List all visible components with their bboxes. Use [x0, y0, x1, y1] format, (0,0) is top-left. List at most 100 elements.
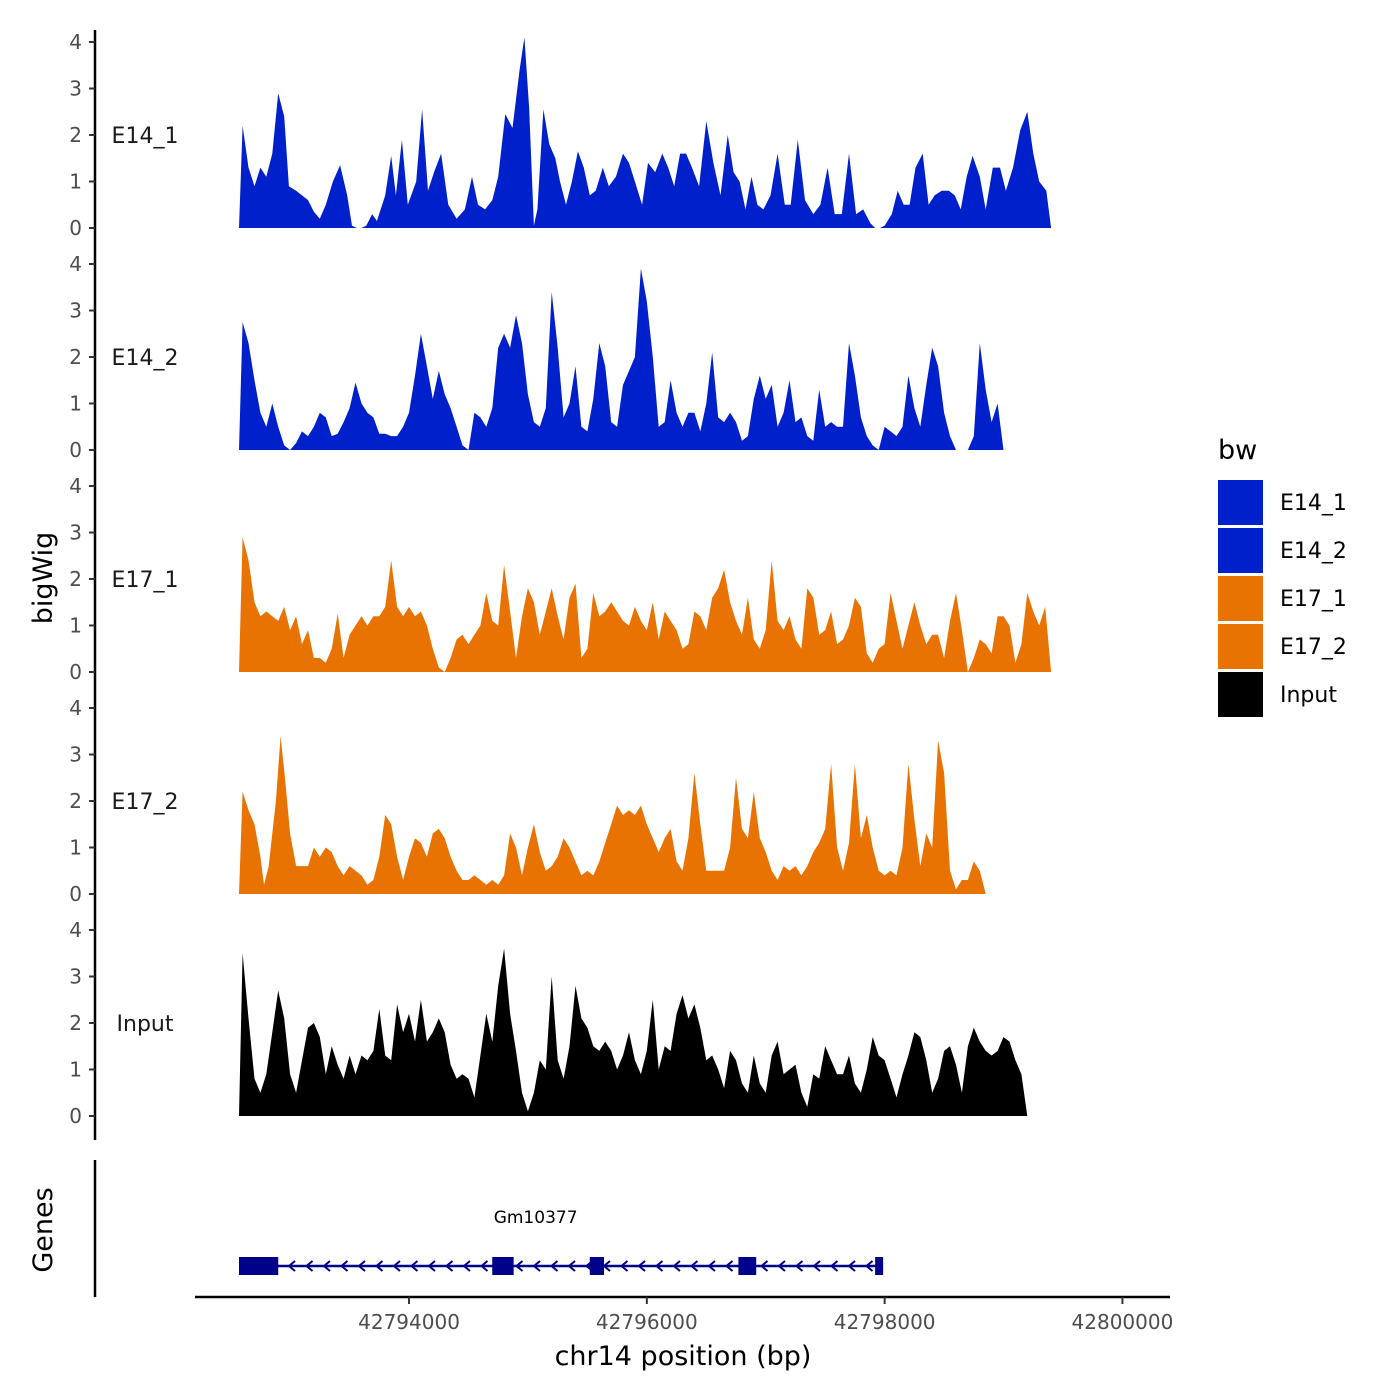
y-tick-label: 2 [69, 1011, 82, 1035]
track-label: E14_1 [112, 124, 179, 149]
strand-arrow [304, 1260, 314, 1272]
legend-label: E17_1 [1280, 587, 1347, 612]
track-e14-1: 0 1 2 3 4 E14_1 [69, 30, 1052, 252]
legend-label: E17_2 [1280, 635, 1347, 660]
track-e17-2: 0 1 2 3 4 E17_2 [69, 696, 986, 918]
track-e14-2: 0 1 2 3 4 E14_2 [69, 252, 1004, 474]
strand-arrow [777, 1260, 786, 1272]
y-tick-label: 4 [69, 30, 82, 54]
x-axis: 42794000 42796000 42798000 42800000 [195, 1295, 1174, 1334]
strand-arrow [514, 1260, 524, 1272]
strand-arrow [847, 1260, 856, 1272]
coverage-area-e14-2 [239, 268, 1004, 450]
strand-arrow [707, 1260, 716, 1272]
gene-gm10377: Gm10377 [238, 1208, 884, 1275]
strand-arrow [479, 1260, 489, 1272]
y-tick-label: 1 [69, 836, 82, 860]
y-tick-label: 3 [69, 299, 82, 323]
strand-arrow [409, 1260, 419, 1272]
legend: bw E14_1 E14_2 E17_1 E17_2 Input [1218, 435, 1347, 717]
gene-exon [875, 1257, 884, 1275]
gene-track-title: Genes [28, 1187, 59, 1272]
strand-arrow [619, 1260, 629, 1272]
legend-label: E14_1 [1280, 491, 1347, 516]
coverage-area-input [239, 948, 1028, 1116]
track-label: E14_2 [112, 346, 179, 371]
strand-arrow [759, 1260, 769, 1272]
strand-arrow [549, 1260, 559, 1272]
track-e17-1: 0 1 2 3 4 E17_1 [69, 474, 1052, 696]
coverage-area-e17-1 [239, 537, 1052, 672]
strand-arrow [654, 1260, 664, 1272]
strand-arrow [689, 1260, 699, 1272]
gene-exon [589, 1257, 605, 1275]
track-label: Input [117, 1012, 174, 1037]
strand-arrow [829, 1260, 839, 1272]
strand-arrow [374, 1260, 384, 1272]
x-tick-label: 42798000 [834, 1310, 936, 1334]
strand-arrow [724, 1260, 734, 1272]
track-label: E17_2 [112, 790, 179, 815]
coverage-area-e17-2 [239, 735, 986, 894]
gene-exon [492, 1257, 514, 1275]
strand-arrow [427, 1260, 436, 1272]
y-tick-label: 3 [69, 77, 82, 101]
y-tick-label: 0 [69, 438, 82, 462]
y-tick-label: 3 [69, 965, 82, 989]
gene-exon [738, 1257, 757, 1275]
x-tick-label: 42794000 [358, 1310, 460, 1334]
coverage-tracks: 0 1 2 3 4 E14_1 0 1 2 3 4 E14_2 0 1 2 3 4 E17_1 0 1 2 3 4 E17_2… [69, 30, 1052, 1140]
strand-arrow [357, 1260, 366, 1272]
strand-arrow [462, 1260, 471, 1272]
x-tick-label: 42800000 [1072, 1310, 1174, 1334]
y-tick-label: 1 [69, 1058, 82, 1082]
y-tick-label: 2 [69, 567, 82, 591]
y-tick-label: 4 [69, 252, 82, 276]
legend-swatch [1218, 624, 1263, 669]
y-tick-label: 4 [69, 696, 82, 720]
strand-arrow [339, 1260, 349, 1272]
y-tick-label: 4 [69, 474, 82, 498]
y-tick-label: 0 [69, 1104, 82, 1128]
legend-swatch [1218, 672, 1263, 717]
legend-swatch [1218, 576, 1263, 621]
y-tick-label: 0 [69, 882, 82, 906]
strand-arrow [322, 1260, 331, 1272]
legend-swatch [1218, 480, 1263, 525]
coverage-area-e14-1 [239, 37, 1052, 229]
y-tick-label: 1 [69, 614, 82, 638]
gene-exon [238, 1257, 279, 1275]
strand-arrow [392, 1260, 401, 1272]
strand-arrow [287, 1260, 296, 1272]
strand-arrow [672, 1260, 681, 1272]
track-label: E17_1 [112, 568, 179, 593]
gene-label: Gm10377 [494, 1208, 578, 1228]
y-tick-label: 0 [69, 216, 82, 240]
strand-arrow [794, 1260, 804, 1272]
strand-arrow [864, 1260, 874, 1272]
y-tick-label: 3 [69, 743, 82, 767]
strand-arrow [812, 1260, 821, 1272]
x-axis-title: chr14 position (bp) [555, 1341, 812, 1372]
strand-arrow [444, 1260, 454, 1272]
x-tick-label: 42796000 [596, 1310, 698, 1334]
y-tick-label: 2 [69, 789, 82, 813]
legend-label: E14_2 [1280, 539, 1347, 564]
y-axis-title: bigWig [28, 532, 59, 625]
y-tick-label: 2 [69, 345, 82, 369]
strand-arrow [637, 1260, 646, 1272]
y-tick-label: 0 [69, 660, 82, 684]
strand-arrow [532, 1260, 541, 1272]
gene-track: Genes Gm10377 [28, 1160, 884, 1297]
y-tick-label: 3 [69, 521, 82, 545]
y-tick-label: 4 [69, 918, 82, 942]
track-input: 0 1 2 3 4 Input [69, 918, 1028, 1140]
legend-title: bw [1218, 435, 1257, 466]
y-tick-label: 2 [69, 123, 82, 147]
legend-swatch [1218, 528, 1263, 573]
y-tick-label: 1 [69, 392, 82, 416]
legend-label: Input [1280, 683, 1337, 708]
strand-arrow [567, 1260, 576, 1272]
y-tick-label: 1 [69, 170, 82, 194]
